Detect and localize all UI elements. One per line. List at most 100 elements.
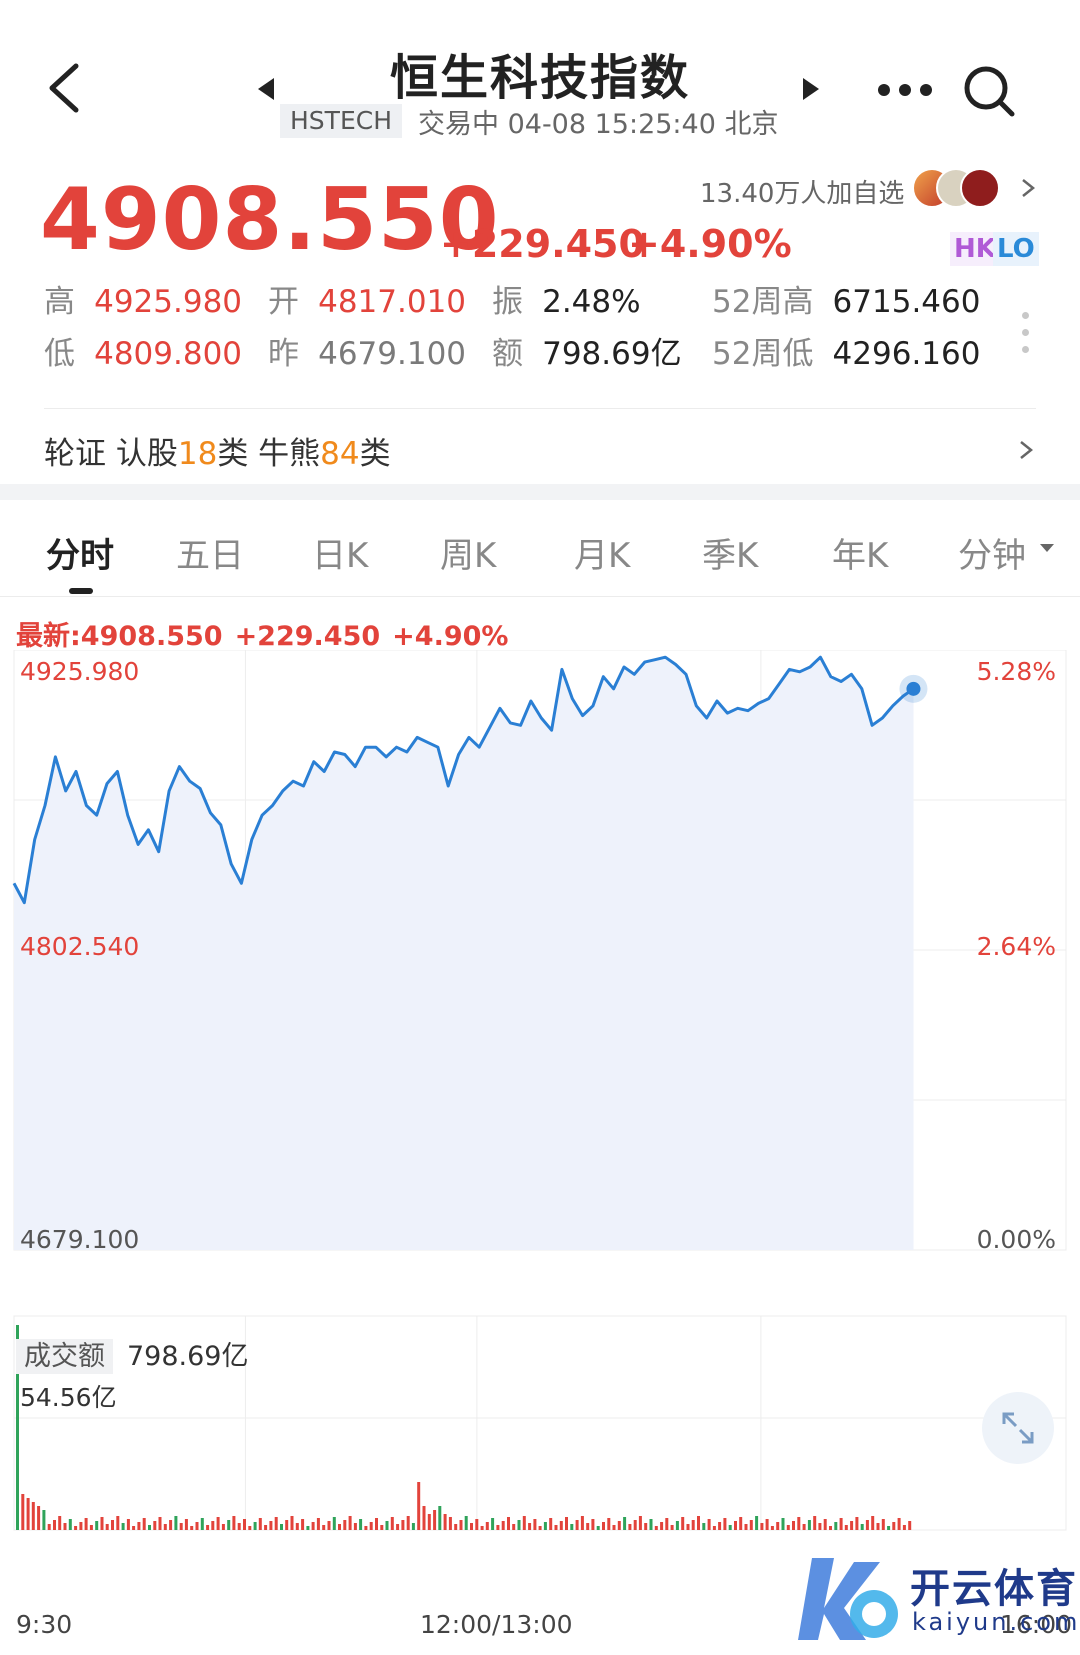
volume-bar xyxy=(892,1522,896,1530)
volume-bar xyxy=(855,1517,859,1530)
volume-bar xyxy=(491,1518,495,1530)
volume-bar xyxy=(638,1516,642,1530)
volume-bar xyxy=(744,1524,748,1530)
previous-index-icon[interactable] xyxy=(258,78,274,100)
volume-bar xyxy=(353,1523,357,1530)
volume-bar xyxy=(248,1526,252,1530)
intraday-chart[interactable]: 4925.980 4802.540 4679.100 5.28% 2.64% 0… xyxy=(0,650,1080,1610)
volume-bar xyxy=(802,1524,806,1530)
volume-bar xyxy=(602,1522,605,1530)
volume-bar xyxy=(184,1519,188,1530)
volume-bar xyxy=(427,1514,431,1530)
price-points xyxy=(13,657,914,903)
search-icon[interactable] xyxy=(962,64,1018,120)
tab-minute[interactable]: 分钟 xyxy=(958,536,1026,576)
volume-bar xyxy=(570,1524,574,1530)
time-axis-start: 9:30 xyxy=(16,1610,73,1639)
volume-bar xyxy=(406,1516,410,1530)
volume-bar xyxy=(580,1516,584,1530)
stat-prev-close: 昨 4679.100 xyxy=(268,336,467,372)
tab-yearly-k[interactable]: 年K xyxy=(832,536,889,576)
volume-bar xyxy=(68,1519,72,1530)
volume-bar xyxy=(169,1520,173,1530)
volume-bar xyxy=(596,1526,600,1530)
volume-bar xyxy=(549,1518,553,1530)
axis-price-mid: 4802.540 xyxy=(20,932,139,961)
stat-52w-high: 52周高 6715.460 xyxy=(712,284,981,320)
volume-bar xyxy=(612,1525,616,1530)
chevron-right-icon[interactable] xyxy=(1016,440,1036,460)
volume-bar xyxy=(195,1522,199,1530)
warrants-row[interactable]: 轮证 认股18类 牛熊84类 xyxy=(44,436,391,472)
dropdown-caret-icon[interactable] xyxy=(1040,544,1054,552)
volume-bar xyxy=(448,1517,452,1530)
stat-52w-low: 52周低 4296.160 xyxy=(712,336,981,372)
volume-bar xyxy=(728,1525,732,1530)
tab-daily-k[interactable]: 日K xyxy=(312,536,369,576)
chevron-right-icon[interactable] xyxy=(1018,178,1038,198)
volume-bar xyxy=(126,1519,130,1530)
active-tab-indicator xyxy=(69,588,93,594)
volume-bar xyxy=(575,1520,579,1530)
volume-bar xyxy=(369,1522,373,1530)
volume-bar xyxy=(295,1523,299,1530)
volume-bar xyxy=(121,1523,125,1530)
warrant-call-count: 18 xyxy=(177,436,218,472)
volume-bar xyxy=(607,1518,611,1530)
volume-bar xyxy=(749,1520,753,1530)
tab-five-day[interactable]: 五日 xyxy=(176,536,244,576)
volume-bar xyxy=(501,1521,505,1530)
volume-bar xyxy=(111,1520,114,1530)
volume-bar xyxy=(865,1520,869,1530)
watermark-domain: kaiyun.com xyxy=(912,1608,1080,1636)
back-icon[interactable] xyxy=(40,58,90,118)
price-change-percent: +4.90% xyxy=(628,222,792,266)
tab-quarterly-k[interactable]: 季K xyxy=(702,536,759,576)
tab-weekly-k[interactable]: 周K xyxy=(440,536,497,576)
volume-bar xyxy=(89,1525,93,1530)
expand-icon[interactable] xyxy=(982,1392,1054,1464)
tab-monthly-k[interactable]: 月K xyxy=(574,536,631,576)
tab-intraday[interactable]: 分时 xyxy=(46,536,114,576)
volume-bar xyxy=(237,1523,241,1530)
next-index-icon[interactable] xyxy=(803,78,819,100)
vertical-more-icon[interactable] xyxy=(1022,312,1030,363)
volume-bar xyxy=(807,1520,811,1530)
volume-bar xyxy=(221,1524,225,1530)
volume-bar xyxy=(137,1522,141,1530)
volume-bar xyxy=(454,1524,458,1530)
volume-bar xyxy=(422,1506,426,1530)
volume-bar xyxy=(844,1525,848,1530)
volume-bar xyxy=(565,1517,568,1530)
volume-bar xyxy=(380,1525,384,1530)
volume-bars xyxy=(16,1325,912,1530)
follower-avatar xyxy=(960,168,1000,208)
volume-bar xyxy=(623,1517,627,1530)
volume-bar xyxy=(512,1524,516,1530)
ticker-code: HSTECH xyxy=(280,104,402,138)
volume-bar xyxy=(792,1521,795,1530)
volume-bar xyxy=(633,1520,637,1530)
volume-bar xyxy=(644,1523,648,1530)
volume-bar xyxy=(274,1517,278,1530)
volume-bar xyxy=(105,1524,109,1530)
volume-bar xyxy=(385,1521,389,1530)
stat-amount: 额 798.69亿 xyxy=(492,336,682,372)
volume-bar xyxy=(765,1519,769,1530)
volume-bar xyxy=(681,1517,685,1530)
watermark-logo xyxy=(798,1558,898,1640)
divider xyxy=(0,596,1080,597)
followers-count[interactable]: 13.40万人加自选 xyxy=(700,179,905,209)
volume-bar xyxy=(290,1516,294,1530)
volume-bar xyxy=(528,1523,532,1530)
turnover-tag: 成交额 xyxy=(16,1339,113,1374)
more-icon[interactable] xyxy=(878,78,938,102)
axis-pct-bottom: 0.00% xyxy=(977,1225,1056,1254)
volume-bar xyxy=(84,1518,88,1530)
volume-bar xyxy=(887,1526,891,1530)
volume-bar xyxy=(464,1516,468,1530)
axis-pct-mid: 2.64% xyxy=(977,932,1056,961)
volume-bar xyxy=(628,1524,632,1530)
stat-low: 低 4809.800 xyxy=(44,336,243,372)
volume-bar xyxy=(401,1520,405,1530)
